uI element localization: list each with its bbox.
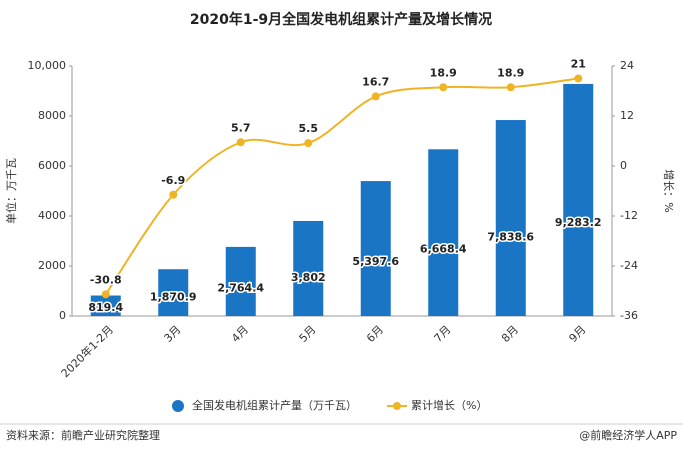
legend-swatch — [393, 402, 401, 410]
y-tick-label: 10,000 — [28, 59, 67, 72]
data-label: 819.4 — [88, 301, 123, 314]
legend-label: 累计增长（%） — [411, 398, 487, 412]
source: 资料来源：前瞻产业研究院整理 — [6, 428, 160, 442]
y-tick-label: 6000 — [38, 159, 66, 172]
x-tick-label: 4月 — [229, 323, 251, 345]
line-point — [304, 139, 313, 148]
data-label: 18.9 — [430, 66, 457, 79]
line-point — [439, 83, 448, 92]
y-tick-label: 4000 — [38, 209, 66, 222]
data-label: -30.8 — [90, 273, 122, 286]
x-tick-label: 3月 — [162, 323, 184, 345]
y2-tick-label: 0 — [620, 159, 627, 172]
data-label: 6,668.4 — [420, 242, 467, 255]
x-tick-label: 7月 — [432, 323, 454, 345]
line-point — [101, 290, 110, 299]
y2-tick-label: 12 — [620, 109, 634, 122]
x-tick-label: 5月 — [297, 323, 319, 345]
data-label: 9,283.2 — [555, 216, 602, 229]
y-tick-label: 2000 — [38, 259, 66, 272]
y2-tick-label: -24 — [620, 259, 638, 272]
x-tick-label: 6月 — [364, 323, 386, 345]
legend-swatch — [172, 400, 184, 412]
data-label: 5.7 — [231, 121, 251, 134]
y-axis-label: 单位：万千瓦 — [4, 158, 18, 224]
data-label: 21 — [571, 58, 586, 71]
legend-label: 全国发电机组累计产量（万千瓦） — [192, 398, 357, 412]
line-point — [506, 83, 515, 92]
data-label: 7,838.6 — [487, 231, 534, 244]
data-label: 16.7 — [362, 75, 389, 88]
data-label: -6.9 — [161, 174, 185, 187]
y2-tick-label: 24 — [620, 59, 634, 72]
data-label: 5.5 — [299, 122, 319, 135]
bar — [428, 149, 459, 316]
bar — [360, 181, 391, 316]
data-label: 2,764.4 — [217, 281, 264, 294]
line-point — [236, 138, 245, 147]
y2-tick-label: -36 — [620, 309, 638, 322]
data-label: 1,870.9 — [150, 290, 197, 303]
data-label: 18.9 — [497, 66, 524, 79]
x-tick-label: 8月 — [499, 323, 521, 345]
y2-tick-label: -12 — [620, 209, 638, 222]
x-tick-label: 2020年1-2月 — [58, 322, 116, 380]
y-tick-label: 8000 — [38, 109, 66, 122]
data-label: 5,397.6 — [352, 255, 399, 268]
chart-title: 2020年1-9月全国发电机组累计产量及增长情况 — [190, 11, 492, 28]
y2-axis-label: 增长：% — [662, 169, 676, 212]
line-point — [169, 190, 178, 199]
line-point — [574, 74, 583, 83]
bar — [495, 120, 526, 316]
bar — [225, 246, 256, 316]
bar — [563, 83, 594, 316]
credit: @前瞻经济学人APP — [579, 428, 677, 442]
data-label: 3,802 — [291, 271, 326, 284]
bar — [90, 295, 121, 316]
bar — [293, 220, 324, 316]
y-tick-label: 0 — [59, 309, 66, 322]
x-tick-label: 9月 — [567, 323, 589, 345]
line-point — [371, 92, 380, 101]
bar — [158, 269, 189, 316]
